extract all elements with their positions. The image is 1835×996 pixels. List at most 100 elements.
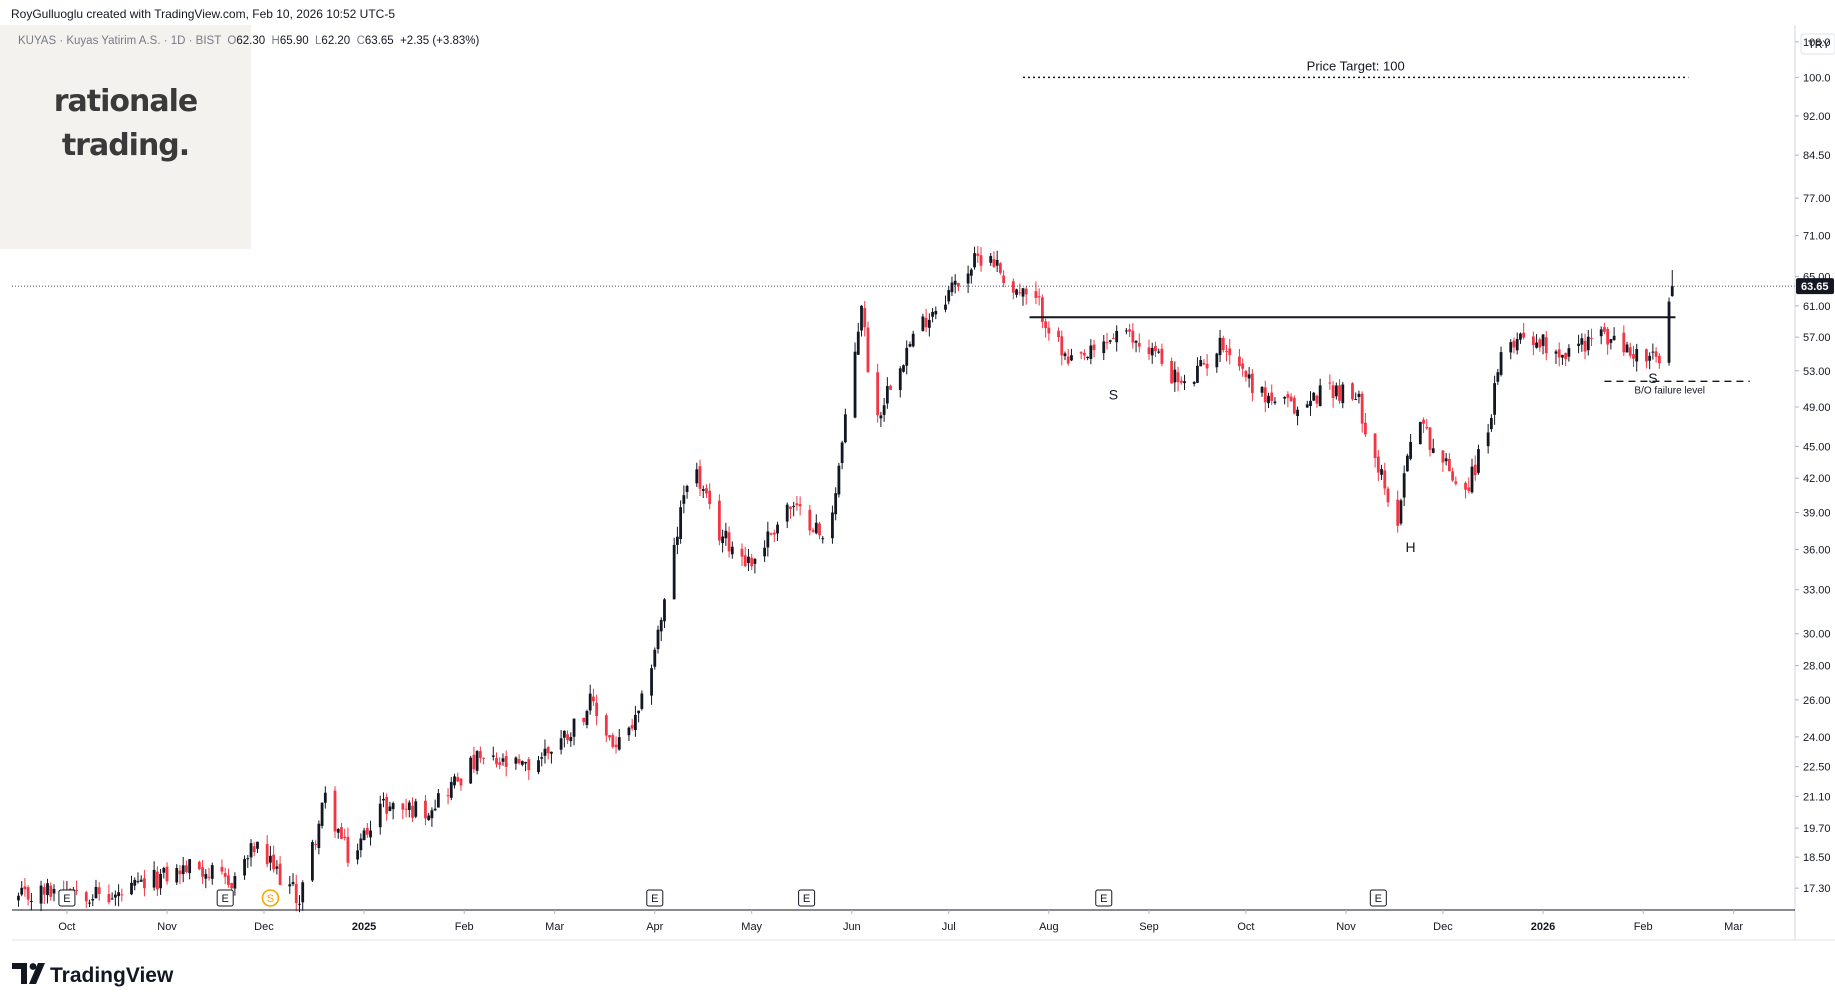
candle-body <box>743 555 747 567</box>
candle-body <box>1244 370 1248 378</box>
candle-body <box>1131 330 1135 343</box>
candle-body <box>469 757 473 784</box>
candle-body <box>204 873 208 879</box>
candle-body <box>1312 392 1316 401</box>
candle-body <box>595 702 599 716</box>
earnings-event-marker[interactable] <box>798 889 816 907</box>
y-tick-label: 71.00 <box>1803 231 1831 243</box>
candle-body <box>1522 332 1526 338</box>
candle-body <box>585 711 589 726</box>
candle-body <box>866 327 870 373</box>
candle-body <box>1082 353 1086 356</box>
candle-body <box>1241 363 1245 369</box>
candle-body <box>336 829 340 833</box>
candle-body <box>252 846 256 853</box>
y-tick-label: 42.00 <box>1803 473 1831 485</box>
candle-body <box>1192 381 1196 384</box>
candle-body <box>310 842 314 881</box>
candle-body <box>863 308 867 328</box>
earnings-event-marker[interactable] <box>646 889 664 907</box>
candle-body <box>1376 456 1380 473</box>
candle-body <box>1331 385 1335 399</box>
candle-body <box>175 868 179 883</box>
earnings-event-marker[interactable] <box>1095 889 1113 907</box>
candle-body <box>269 855 272 863</box>
candle-body <box>165 866 169 882</box>
y-tick-label: 61.00 <box>1803 301 1831 313</box>
x-tick-label: Jun <box>843 921 861 933</box>
x-tick-label: May <box>741 921 762 933</box>
candle-body <box>26 887 30 900</box>
candle-body <box>482 757 485 759</box>
x-tick-label: Jul <box>942 921 956 933</box>
candle-body <box>1409 441 1413 459</box>
tradingview-logo[interactable]: TradingView <box>12 958 202 993</box>
candle-body <box>343 836 347 839</box>
earnings-event-label: E <box>1375 893 1382 905</box>
open-value: 62.30 <box>236 35 266 47</box>
candle-body <box>772 532 776 535</box>
candle-body <box>1238 356 1241 367</box>
candle-body <box>1157 351 1161 353</box>
candle-body <box>1250 373 1254 394</box>
candle-body <box>75 890 79 892</box>
candle-body <box>792 505 796 507</box>
candle-body <box>1102 341 1106 354</box>
chart-credit: RoyGulluoglu created with TradingView.co… <box>11 7 395 21</box>
candle-body <box>1561 354 1564 358</box>
candle-body <box>1628 347 1632 356</box>
x-tick-label: Sep <box>1139 921 1159 933</box>
earnings-event-marker[interactable] <box>1369 889 1387 907</box>
candle-body <box>501 758 505 762</box>
candle-body <box>1263 387 1267 403</box>
candle-body <box>1564 352 1568 360</box>
candle-body <box>1364 422 1367 435</box>
candle-body <box>1464 482 1467 490</box>
candle-body <box>540 757 544 759</box>
y-tick-label: 22.50 <box>1803 762 1831 774</box>
close-value: 63.65 <box>364 35 394 47</box>
candle-body <box>966 273 970 284</box>
candle-body <box>640 693 644 709</box>
candle-body <box>427 815 431 820</box>
candle-body <box>130 882 133 895</box>
candle-body <box>113 894 117 898</box>
candle-body <box>1473 464 1477 476</box>
candle-body <box>1270 392 1274 401</box>
y-tick-label: 36.00 <box>1803 544 1831 556</box>
candle-body <box>546 747 550 754</box>
brand-line-1: rationale <box>53 84 199 119</box>
earnings-event-marker[interactable] <box>58 889 76 907</box>
candle-body <box>885 386 889 404</box>
earnings-event-marker[interactable] <box>216 889 234 907</box>
candle-body <box>1512 340 1516 348</box>
candle-body <box>155 871 159 890</box>
candle-body <box>1418 421 1422 445</box>
candle-body <box>727 532 731 552</box>
candle-body <box>882 405 886 415</box>
split-event-marker[interactable] <box>261 889 280 907</box>
candle-body <box>814 522 818 534</box>
candle-body <box>931 311 934 317</box>
candle-body <box>1089 345 1093 359</box>
currency-box[interactable] <box>1800 33 1835 55</box>
candle-body <box>608 735 611 738</box>
candle-body <box>414 801 418 817</box>
candle-body <box>582 717 586 723</box>
candle-body <box>391 803 395 810</box>
x-tick-label: Oct <box>1237 921 1254 933</box>
candle-body <box>1196 365 1199 383</box>
candle-body <box>927 319 931 328</box>
candle-body <box>1202 362 1206 365</box>
candle-body <box>1467 487 1471 491</box>
candle-body <box>1538 339 1542 348</box>
candle-body <box>362 830 366 841</box>
candle-body <box>298 903 301 905</box>
candle-body <box>1228 348 1232 356</box>
candle-body <box>766 531 770 548</box>
candle-body <box>1667 301 1671 363</box>
x-tick-label: Oct <box>58 921 75 933</box>
candle-body <box>1309 400 1312 407</box>
candle-body <box>902 365 905 372</box>
